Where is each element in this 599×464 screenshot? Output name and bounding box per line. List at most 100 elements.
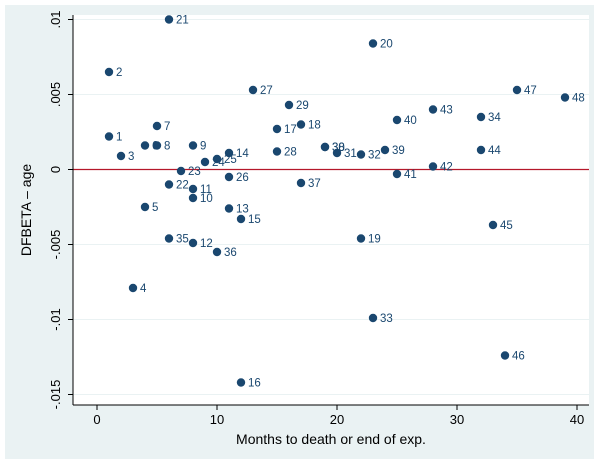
point-label-7: 7 bbox=[164, 121, 170, 133]
point-19 bbox=[356, 234, 366, 243]
point-17 bbox=[272, 124, 282, 134]
data-points: 1234567891011121314151617181920212223242… bbox=[104, 15, 585, 390]
point-label-3: 3 bbox=[128, 151, 134, 163]
point-label-37: 37 bbox=[308, 178, 321, 190]
point-38 bbox=[320, 142, 330, 152]
y-axis-ticks: -.015 -.01 -.005 0 .005 .01 bbox=[48, 10, 73, 409]
point-label-33: 33 bbox=[380, 313, 393, 325]
point-label-40: 40 bbox=[404, 115, 417, 127]
point-48 bbox=[560, 93, 570, 102]
point-label-47: 47 bbox=[524, 85, 537, 97]
point-13 bbox=[224, 204, 234, 213]
point-label-14: 14 bbox=[236, 148, 249, 160]
point-label-9: 9 bbox=[200, 141, 206, 153]
point-10 bbox=[188, 193, 198, 203]
point-14 bbox=[224, 148, 234, 158]
point-24 bbox=[200, 157, 210, 167]
point-label-18: 18 bbox=[308, 120, 321, 132]
point-label-42: 42 bbox=[440, 162, 453, 174]
y-tick-label-2: -.005 bbox=[48, 230, 63, 260]
point-label-32: 32 bbox=[368, 150, 381, 162]
point-label-28: 28 bbox=[284, 147, 297, 159]
point-label-35: 35 bbox=[176, 234, 189, 246]
point-15 bbox=[236, 214, 246, 224]
y-tick-label-3: 0 bbox=[48, 166, 63, 173]
point-label-23: 23 bbox=[188, 166, 201, 178]
y-tick-label-1: -.01 bbox=[48, 308, 63, 330]
point-label-48: 48 bbox=[572, 93, 585, 105]
x-axis-ticks: 0 10 20 30 40 bbox=[93, 405, 584, 427]
point-35 bbox=[164, 234, 174, 243]
point-11 bbox=[188, 184, 198, 194]
point-20 bbox=[368, 39, 378, 48]
point-label-45: 45 bbox=[500, 220, 513, 232]
point-23 bbox=[176, 166, 186, 176]
point-46 bbox=[500, 351, 510, 360]
point-6 bbox=[140, 141, 150, 150]
point-1 bbox=[104, 132, 114, 141]
point-45 bbox=[488, 220, 498, 230]
point-label-12: 12 bbox=[200, 238, 213, 250]
x-tick-label-2: 20 bbox=[330, 412, 344, 427]
point-label-46: 46 bbox=[512, 351, 525, 363]
point-label-2: 2 bbox=[116, 67, 122, 79]
point-label-20: 20 bbox=[380, 39, 393, 51]
point-26 bbox=[224, 172, 234, 182]
point-label-26: 26 bbox=[236, 172, 249, 184]
point-label-4: 4 bbox=[140, 283, 147, 295]
point-40 bbox=[392, 115, 402, 125]
point-label-8: 8 bbox=[164, 141, 170, 153]
point-label-29: 29 bbox=[296, 100, 309, 112]
point-18 bbox=[296, 120, 306, 129]
point-47 bbox=[512, 85, 522, 95]
point-22 bbox=[164, 180, 174, 189]
point-label-15: 15 bbox=[248, 214, 261, 226]
point-label-27: 27 bbox=[260, 85, 273, 97]
point-29 bbox=[284, 100, 294, 110]
point-4 bbox=[128, 283, 138, 293]
point-label-17: 17 bbox=[284, 124, 297, 136]
point-41 bbox=[392, 169, 402, 179]
y-tick-label-5: .01 bbox=[48, 10, 63, 28]
point-label-44: 44 bbox=[488, 145, 501, 157]
point-label-38: 38 bbox=[332, 142, 345, 154]
point-label-10: 10 bbox=[200, 193, 213, 205]
point-25 bbox=[212, 154, 222, 164]
x-tick-label-1: 10 bbox=[210, 412, 224, 427]
point-label-39: 39 bbox=[392, 145, 405, 157]
point-43 bbox=[428, 105, 438, 114]
x-tick-label-4: 40 bbox=[570, 412, 584, 427]
point-21 bbox=[164, 15, 174, 24]
axes bbox=[72, 15, 589, 406]
point-2 bbox=[104, 67, 114, 77]
point-37 bbox=[296, 178, 306, 188]
point-28 bbox=[272, 147, 282, 156]
point-32 bbox=[356, 150, 366, 159]
point-44 bbox=[476, 145, 486, 155]
point-label-21: 21 bbox=[176, 15, 189, 27]
point-label-1: 1 bbox=[116, 132, 122, 144]
point-label-11: 11 bbox=[200, 184, 212, 196]
point-36 bbox=[212, 247, 222, 257]
point-3 bbox=[116, 151, 126, 161]
point-12 bbox=[188, 238, 198, 248]
point-label-5: 5 bbox=[152, 202, 158, 214]
point-label-22: 22 bbox=[176, 180, 189, 192]
y-axis-title: DFBETA – age bbox=[18, 164, 34, 257]
x-tick-label-3: 30 bbox=[450, 412, 464, 427]
y-tick-label-4: .005 bbox=[48, 82, 63, 107]
point-label-36: 36 bbox=[224, 247, 237, 259]
point-16 bbox=[236, 378, 246, 387]
point-39 bbox=[380, 145, 390, 155]
x-tick-label-0: 0 bbox=[93, 412, 100, 427]
point-33 bbox=[368, 313, 378, 323]
point-label-25: 25 bbox=[224, 154, 237, 166]
point-8 bbox=[152, 141, 162, 150]
point-7 bbox=[152, 121, 162, 131]
point-label-41: 41 bbox=[404, 169, 417, 181]
point-label-13: 13 bbox=[236, 204, 249, 216]
plot-area bbox=[73, 15, 589, 405]
point-label-19: 19 bbox=[368, 234, 381, 246]
y-tick-label-0: -.015 bbox=[48, 380, 63, 410]
